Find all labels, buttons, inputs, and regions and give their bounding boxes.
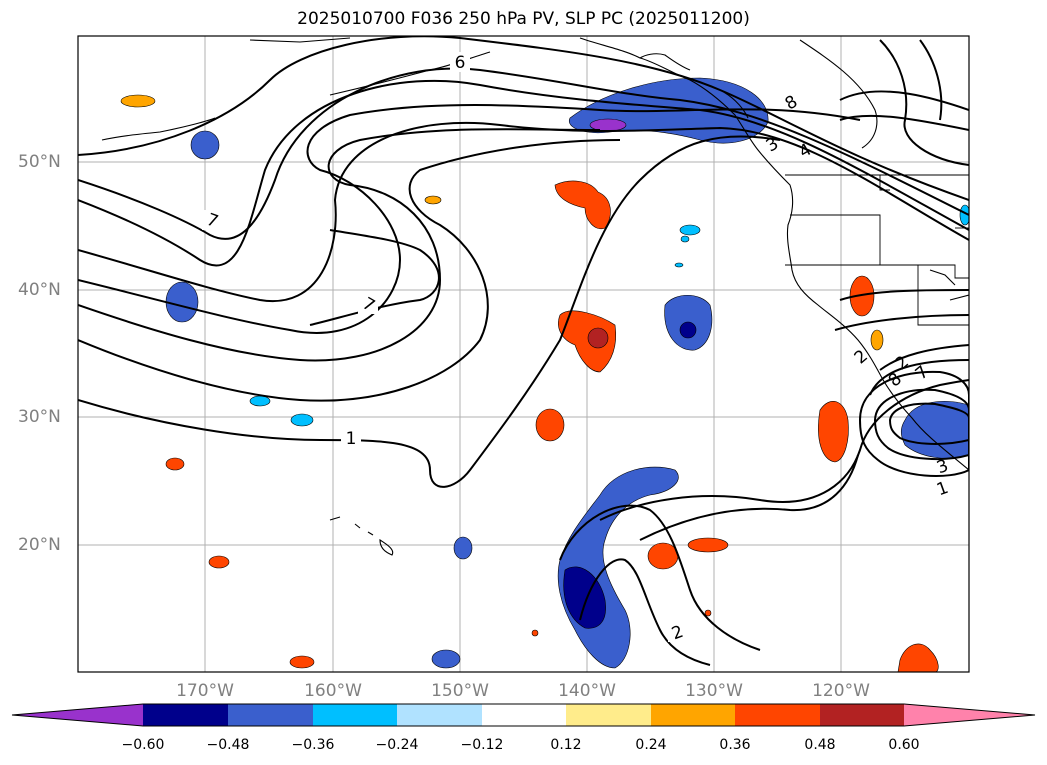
contour-label: 6 (455, 53, 466, 73)
lon-label-150w: 150°W (431, 681, 489, 701)
contour-label: 2 (851, 346, 872, 368)
contour-label: 1 (346, 429, 357, 449)
colorbar-tick-label: 0.48 (804, 737, 836, 753)
colorbar-tick-label: −0.60 (121, 737, 165, 753)
map-frame (77, 35, 970, 673)
contour-label: 1 (934, 478, 951, 500)
gridlines (78, 36, 969, 672)
colorbar-tick-label: 0.12 (550, 737, 582, 753)
lon-label-120w: 120°W (812, 681, 870, 701)
contour-label: 7 (912, 362, 933, 384)
lat-label-20n: 20°N (18, 535, 61, 555)
colorbar-tick-label: 0.60 (888, 737, 920, 753)
lat-label-50n: 50°N (18, 152, 61, 172)
lat-label-30n: 30°N (18, 407, 61, 427)
contour-low-3 (599, 379, 969, 521)
colorbar-tick-label: 0.24 (635, 737, 667, 753)
colorbar-tick-label: −0.24 (375, 737, 419, 753)
colorbar-tick-label: −0.48 (206, 737, 250, 753)
lat-label-40n: 40°N (18, 280, 61, 300)
colorbar-tick-label: 0.36 (719, 737, 751, 753)
lon-label-170w: 170°W (176, 681, 234, 701)
colorbar-tick-label: −0.12 (460, 737, 504, 753)
map-title: 2025010700 F036 250 hPa PV, SLP PC (2025… (297, 9, 750, 29)
colorbar-tick-label: −0.36 (291, 737, 335, 753)
lon-label-140w: 140°W (558, 681, 616, 701)
slp-contours (78, 36, 969, 666)
lon-label-130w: 130°W (685, 681, 743, 701)
contour-closed-low (858, 370, 969, 477)
political-boundaries (785, 174, 969, 326)
contour-label: 3 (763, 134, 782, 157)
lon-label-160w: 160°W (304, 681, 362, 701)
